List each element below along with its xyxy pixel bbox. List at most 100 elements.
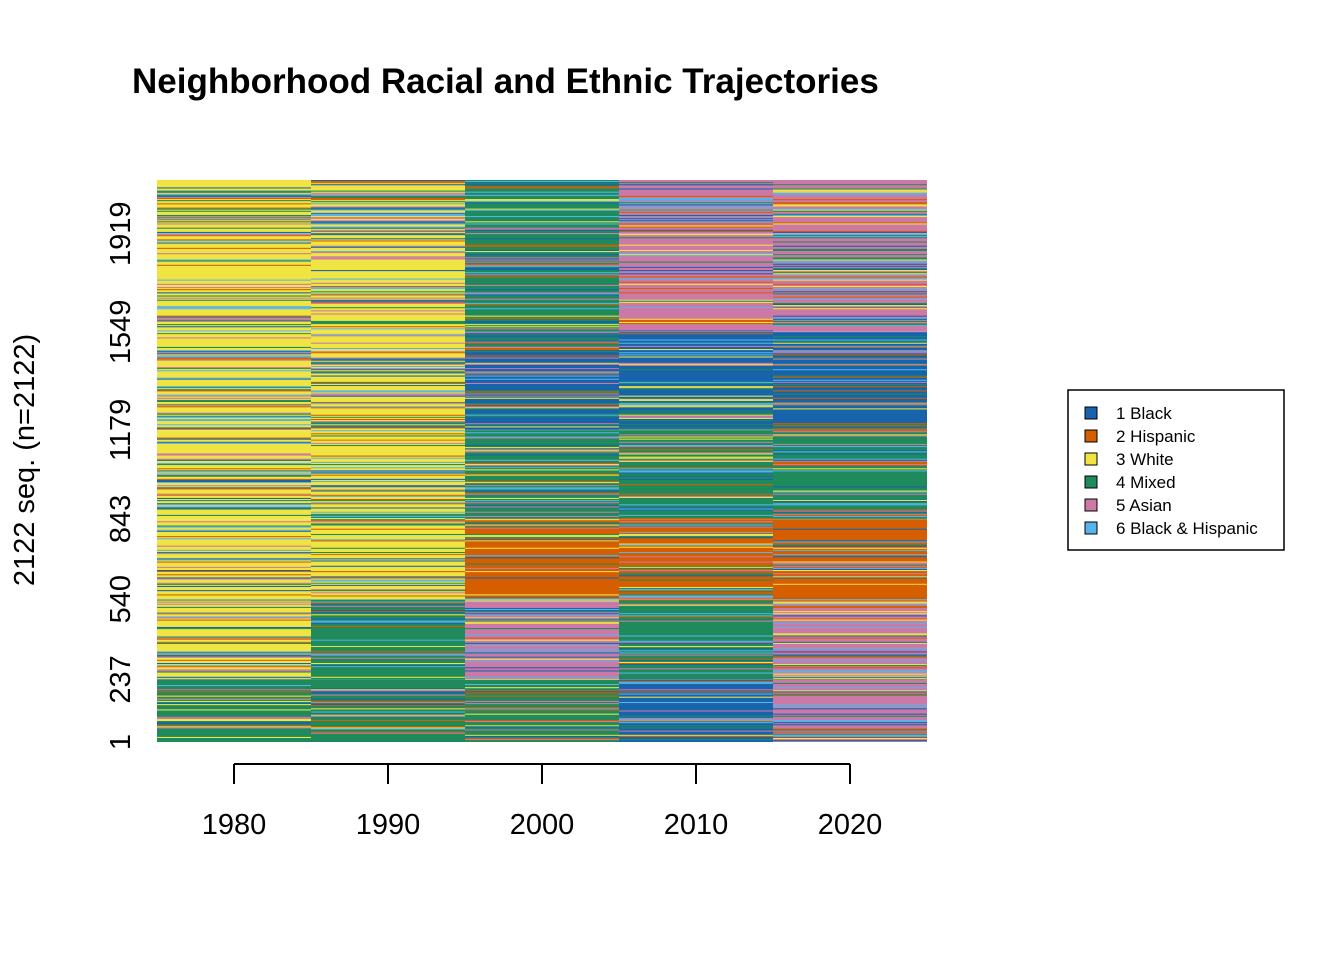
sequence-stripe <box>619 438 773 440</box>
sequence-stripe <box>465 223 619 225</box>
sequence-stripe <box>619 310 773 312</box>
sequence-stripe <box>773 375 927 377</box>
sequence-stripe <box>465 328 619 330</box>
sequence-stripe <box>157 355 311 357</box>
sequence-stripe <box>619 308 773 310</box>
sequence-stripe <box>619 561 773 563</box>
sequence-stripe <box>619 589 773 591</box>
sequence-stripe <box>619 515 773 518</box>
sequence-stripe <box>619 214 773 217</box>
sequence-stripe <box>773 561 927 563</box>
sequence-stripe <box>311 258 465 260</box>
sequence-stripe <box>311 226 465 228</box>
sequence-stripe <box>773 342 927 344</box>
sequence-stripe <box>311 363 465 365</box>
sequence-stripe <box>465 515 619 518</box>
sequence-stripe <box>157 671 311 673</box>
sequence-stripe <box>311 620 465 622</box>
sequence-stripe <box>311 335 465 337</box>
sequence-stripe <box>157 649 311 651</box>
sequence-stripe <box>773 697 927 699</box>
sequence-stripe <box>773 379 927 381</box>
sequence-stripe <box>311 369 465 371</box>
sequence-stripe <box>619 446 773 448</box>
sequence-stripe <box>157 247 311 249</box>
sequence-stripe <box>157 317 311 319</box>
sequence-stripe <box>465 461 619 463</box>
sequence-stripe <box>311 651 465 653</box>
sequence-stripe <box>157 404 311 406</box>
sequence-stripe <box>311 301 465 303</box>
sequence-stripe <box>619 686 773 688</box>
sequence-stripe <box>619 281 773 283</box>
sequence-stripe <box>465 486 619 488</box>
sequence-stripe <box>465 351 619 353</box>
sequence-stripe <box>465 182 619 184</box>
sequence-stripe <box>465 734 619 736</box>
sequence-stripe <box>311 188 465 190</box>
sequence-stripe <box>619 717 773 719</box>
sequence-stripe <box>311 665 465 667</box>
sequence-stripe <box>311 195 465 197</box>
sequence-stripe <box>619 546 773 548</box>
sequence-stripe <box>773 635 927 637</box>
legend: 1 Black 2 Hispanic 3 White 4 Mixed 5 Asian 6 … <box>1067 389 1285 551</box>
sequence-stripe <box>311 323 465 325</box>
sequence-stripe <box>311 639 465 641</box>
sequence-stripe <box>773 255 927 257</box>
sequence-stripe <box>157 307 311 309</box>
sequence-stripe <box>465 709 619 711</box>
sequence-stripe <box>311 500 465 502</box>
sequence-stripe <box>311 368 465 370</box>
sequence-stripe <box>157 396 311 398</box>
sequence-stripe <box>773 312 927 314</box>
sequence-stripe <box>157 606 311 608</box>
sequence-stripe <box>773 431 927 433</box>
sequence-stripe <box>311 417 465 419</box>
sequence-stripe <box>311 618 465 620</box>
sequence-stripe <box>773 678 927 680</box>
sequence-stripe <box>465 613 619 615</box>
sequence-stripe <box>311 365 465 368</box>
sequence-block <box>157 180 311 234</box>
sequence-stripe <box>311 589 465 591</box>
sequence-stripe <box>773 318 927 320</box>
sequence-stripe <box>157 337 311 339</box>
sequence-stripe <box>157 500 311 502</box>
sequence-stripe <box>311 403 465 405</box>
sequence-stripe <box>465 267 619 270</box>
sequence-stripe <box>619 471 773 473</box>
sequence-stripe <box>157 454 311 456</box>
sequence-stripe <box>465 583 619 585</box>
sequence-stripe <box>465 390 619 392</box>
sequence-stripe <box>465 642 619 644</box>
sequence-stripe <box>157 736 311 738</box>
sequence-stripe <box>157 441 311 443</box>
sequence-block <box>157 679 311 742</box>
sequence-stripe <box>773 346 927 348</box>
sequence-stripe <box>465 493 619 495</box>
sequence-stripe <box>773 562 927 564</box>
sequence-stripe <box>311 741 465 742</box>
sequence-stripe <box>619 412 773 414</box>
sequence-stripe <box>311 676 465 678</box>
x-tick-label: 2010 <box>664 809 729 841</box>
sequence-stripe <box>465 341 619 343</box>
sequence-stripe <box>465 741 619 742</box>
sequence-stripe <box>465 181 619 183</box>
sequence-stripe <box>465 372 619 374</box>
sequence-stripe <box>465 683 619 686</box>
sequence-stripe <box>465 332 619 334</box>
sequence-stripe <box>157 652 311 654</box>
sequence-stripe <box>311 579 465 581</box>
sequence-stripe <box>773 259 927 261</box>
sequence-stripe <box>773 223 927 225</box>
sequence-stripe <box>773 315 927 317</box>
sequence-stripe <box>619 198 773 200</box>
sequence-stripe <box>619 574 773 576</box>
sequence-stripe <box>311 426 465 428</box>
sequence-stripe <box>773 193 927 195</box>
sequence-stripe <box>465 317 619 319</box>
sequence-stripe <box>465 368 619 370</box>
sequence-stripe <box>157 232 311 234</box>
